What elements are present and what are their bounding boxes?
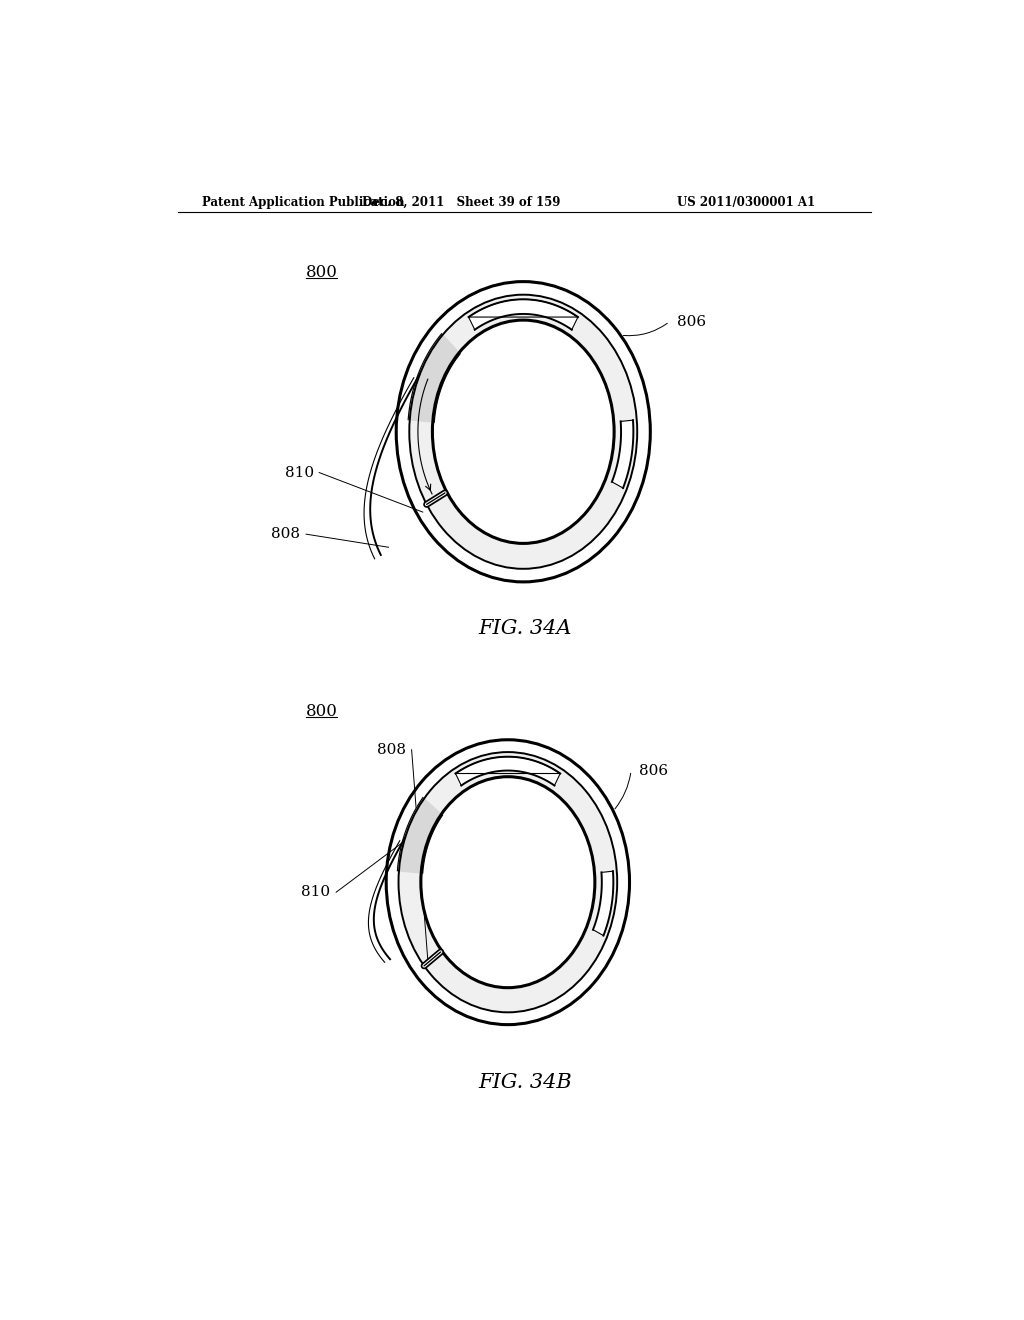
Text: Dec. 8, 2011   Sheet 39 of 159: Dec. 8, 2011 Sheet 39 of 159: [362, 195, 561, 209]
Ellipse shape: [421, 776, 595, 987]
Text: US 2011/0300001 A1: US 2011/0300001 A1: [678, 195, 816, 209]
Polygon shape: [612, 420, 634, 488]
Text: 808: 808: [271, 527, 300, 541]
Text: 806: 806: [639, 763, 668, 777]
Polygon shape: [397, 797, 442, 873]
Text: 810: 810: [285, 466, 313, 479]
Ellipse shape: [432, 321, 614, 544]
Ellipse shape: [410, 294, 637, 569]
Text: FIG. 34A: FIG. 34A: [478, 619, 571, 638]
Text: Patent Application Publication: Patent Application Publication: [202, 195, 404, 209]
Text: 800: 800: [306, 264, 338, 281]
Ellipse shape: [398, 752, 617, 1012]
Text: 808: 808: [377, 743, 406, 756]
Polygon shape: [469, 300, 578, 330]
Text: 800: 800: [306, 702, 338, 719]
Polygon shape: [409, 334, 460, 422]
Text: 806: 806: [677, 314, 707, 329]
Text: 810: 810: [301, 886, 331, 899]
Text: FIG. 34B: FIG. 34B: [478, 1073, 571, 1092]
Polygon shape: [593, 871, 613, 936]
Polygon shape: [456, 756, 560, 785]
